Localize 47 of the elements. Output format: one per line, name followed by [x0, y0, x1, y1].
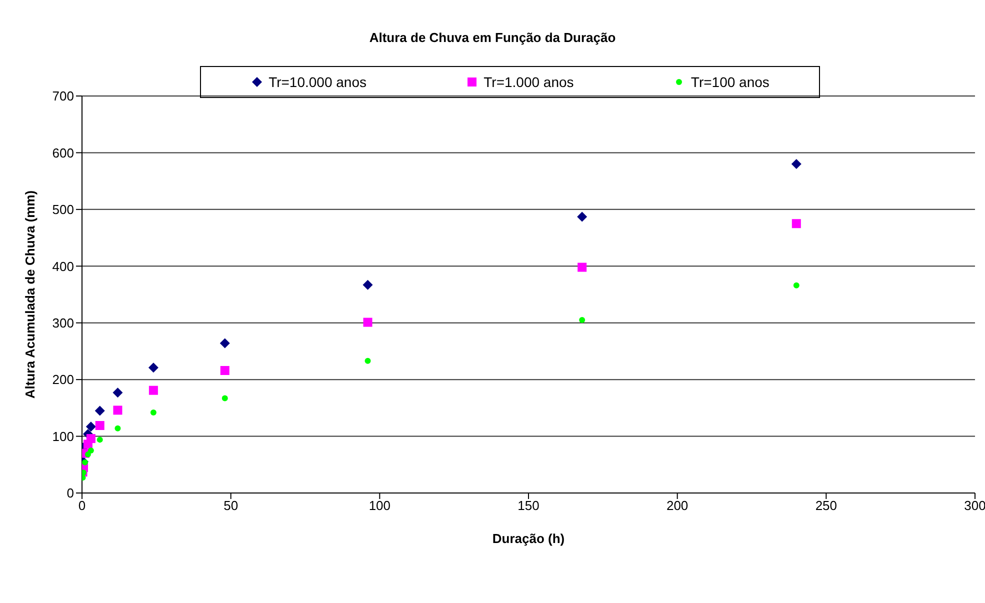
x-tick-label: 50 — [224, 498, 238, 514]
legend-label: Tr=100 anos — [690, 74, 770, 90]
y-tick-label: 600 — [52, 145, 74, 160]
x-tick-label: 200 — [666, 498, 688, 514]
y-tick-label: 500 — [52, 202, 74, 218]
y-tick-label: 300 — [52, 315, 74, 330]
point — [792, 219, 801, 228]
y-tick-label: 0 — [66, 486, 74, 501]
point — [362, 280, 373, 290]
point — [791, 159, 802, 170]
point — [220, 366, 230, 375]
point — [364, 358, 371, 364]
x-tick-label: 300 — [964, 498, 985, 514]
point — [96, 436, 103, 443]
point — [114, 425, 121, 432]
x-tick-label: 100 — [368, 498, 391, 514]
x-tick-label: 0 — [78, 498, 86, 514]
point — [150, 409, 156, 416]
point — [793, 282, 800, 288]
y-axis-title: Altura Acumulada de Chuva (mm) — [22, 190, 38, 399]
point — [578, 262, 587, 272]
point — [84, 451, 91, 458]
point — [88, 447, 94, 454]
point — [86, 422, 96, 432]
point — [86, 434, 96, 444]
y-tick-label: 200 — [52, 372, 74, 388]
x-axis-title: Duração (h) — [492, 531, 565, 546]
point — [220, 338, 230, 348]
point — [222, 395, 228, 402]
legend-label: Tr=10.000 anos — [268, 74, 367, 90]
chart-title: Altura de Chuva em Função da Duração — [368, 30, 617, 45]
point — [148, 362, 158, 373]
point — [112, 388, 123, 398]
legend-label: Tr=1.000 anos — [484, 74, 574, 90]
point — [579, 317, 586, 324]
point — [94, 406, 105, 416]
y-tick-label: 400 — [52, 258, 74, 274]
point — [113, 406, 122, 415]
y-tick-label: 100 — [52, 428, 74, 444]
y-tick-label: 700 — [52, 88, 74, 104]
point — [95, 421, 104, 430]
point — [577, 212, 588, 222]
x-tick-label: 250 — [815, 498, 838, 514]
x-tick-label: 150 — [518, 498, 540, 514]
point — [363, 318, 372, 327]
point — [82, 459, 88, 466]
point — [148, 386, 158, 395]
